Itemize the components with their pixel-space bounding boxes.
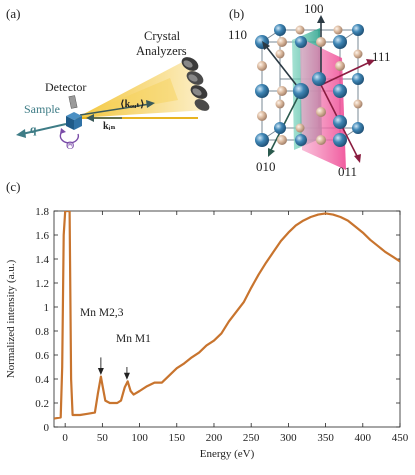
crystal-analyzers-label-line1: Crystal — [144, 29, 181, 43]
panel-label-b: (b) — [229, 6, 245, 21]
q-label: q — [30, 124, 37, 136]
scattered-beam-core — [76, 78, 178, 118]
spectrum-line — [54, 211, 400, 420]
x-tick-label: 250 — [243, 432, 260, 444]
x-tick-label: 350 — [317, 432, 334, 444]
y-tick-label: 0.8 — [35, 326, 49, 338]
dir-100-label: 100 — [304, 1, 324, 16]
x-tick-label: 200 — [206, 432, 223, 444]
q-arrow — [21, 123, 67, 135]
x-tick-label: 0 — [62, 432, 68, 444]
sample-label: Sample — [24, 102, 60, 116]
dir-110-arrowhead — [262, 41, 270, 50]
dir-010-label: 010 — [256, 159, 276, 174]
y-tick-label: 0.4 — [35, 374, 49, 386]
x-tick-label: 300 — [280, 432, 297, 444]
mn-m1-label: Mn M1 — [116, 333, 151, 345]
mn-m1-arrowhead — [123, 372, 130, 380]
dir-111-arrowhead — [366, 59, 375, 66]
k-in-arrowhead — [86, 114, 94, 122]
y-axis-title: Normalized intensity (a.u.) — [5, 259, 17, 378]
y-tick-label: 1.2 — [35, 278, 49, 290]
y-tick-label: 1.8 — [35, 206, 49, 218]
y-tick-label: 0 — [44, 422, 50, 434]
x-tick-label: 100 — [131, 432, 148, 444]
k-out-label: ⟨kₒᵤₜ⟩ — [120, 99, 145, 110]
y-tick-label: 1.4 — [35, 254, 49, 266]
mn-m23-arrowhead — [97, 368, 104, 375]
plane-pink — [300, 38, 346, 170]
plot-frame — [53, 210, 401, 428]
scattered-beam-fan — [76, 58, 207, 118]
dir-100-arrowhead — [317, 15, 325, 23]
y-tick-label: 0.6 — [35, 350, 49, 362]
x-axis-title: Energy (eV) — [200, 448, 255, 460]
crystal-analyzers — [181, 57, 210, 111]
dir-011-label: 011 — [338, 164, 358, 179]
dir-010-arrow — [269, 90, 302, 153]
theta-label: Θ — [66, 140, 75, 152]
spectrum-chart: 0 50 100 150 200 250 300 350 400 450 0 0.2 0.4 0.6 0.8… — [5, 206, 409, 460]
detector-label: Detector — [45, 80, 87, 94]
x-tick-label: 50 — [97, 432, 109, 444]
x-tick-label: 150 — [169, 432, 186, 444]
mn-atoms — [255, 24, 364, 147]
crystal-lattice — [255, 15, 375, 170]
sample-cube — [66, 112, 82, 130]
k-in-label: kᵢₙ — [103, 121, 116, 132]
detector — [68, 95, 78, 109]
anion-atoms — [257, 25, 363, 145]
dir-010-arrowhead — [268, 148, 275, 157]
crystal-analyzers-label-line2: Analyzers — [136, 44, 187, 58]
y-tick-label: 1 — [44, 302, 50, 314]
rotation-arc — [59, 130, 80, 144]
x-tick-label: 400 — [355, 432, 372, 444]
x-tick-label: 450 — [392, 432, 409, 444]
dir-110-label: 110 — [228, 27, 248, 42]
k-out-arrowhead — [146, 100, 155, 108]
dir-111-arrow — [320, 61, 371, 86]
rotation-arrowhead — [60, 128, 66, 134]
dir-110-arrow — [264, 44, 302, 92]
k-out-arrow — [79, 103, 151, 116]
panel-label-c: (c) — [6, 179, 21, 194]
q-arrowhead — [16, 129, 26, 138]
y-tick-label: 0.2 — [35, 398, 49, 410]
panel-label-a: (a) — [6, 6, 21, 21]
dir-111-label: 111 — [372, 49, 391, 64]
mn-m23-label: Mn M2,3 — [80, 307, 124, 319]
y-tick-label: 1.6 — [35, 230, 49, 242]
dir-011-arrowhead — [354, 154, 361, 163]
